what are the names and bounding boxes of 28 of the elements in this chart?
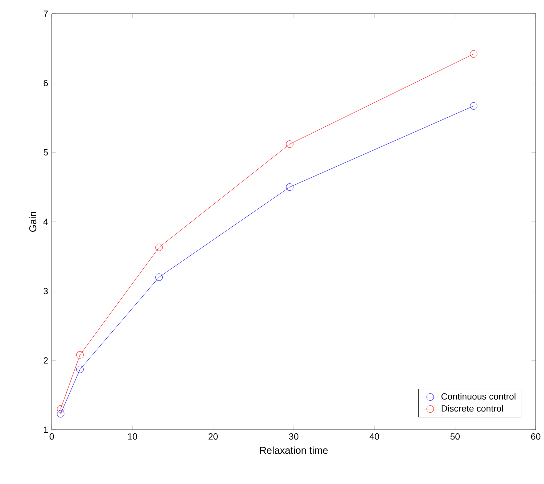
point	[156, 274, 163, 282]
y-tick-label: 7	[44, 10, 48, 18]
point	[286, 140, 294, 148]
x-tick-label: 0	[50, 434, 54, 440]
x-tick-label: 60	[531, 434, 541, 440]
y-tick-label: 1	[44, 426, 48, 434]
point	[57, 405, 65, 413]
y-tick-label: 6	[44, 80, 48, 87]
point	[286, 184, 294, 192]
x-tick-label: 50	[450, 434, 460, 440]
x-axis-title: Relaxation time	[260, 446, 328, 454]
point	[156, 244, 163, 252]
point	[76, 351, 84, 359]
x-tick-label: 10	[128, 434, 138, 440]
point	[76, 366, 84, 374]
point	[470, 50, 478, 58]
x-tick-label: 30	[289, 434, 299, 440]
legend-label: Discrete control	[442, 405, 504, 412]
legend-label: Continuous control	[442, 393, 516, 400]
point	[57, 410, 65, 418]
y-axis-title: Gain	[29, 212, 37, 232]
y-tick-label: 2	[44, 358, 48, 364]
y-tick-label: 4	[44, 218, 48, 226]
point	[470, 102, 478, 110]
y-tick-label: 3	[44, 288, 48, 295]
x-tick-label: 40	[370, 434, 380, 440]
y-tick-label: 5	[44, 150, 48, 156]
x-tick-label: 20	[208, 434, 218, 440]
